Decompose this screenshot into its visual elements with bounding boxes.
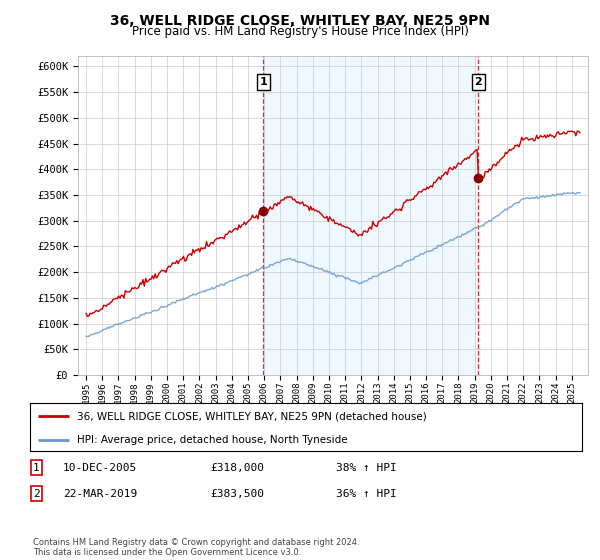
Text: Contains HM Land Registry data © Crown copyright and database right 2024.
This d: Contains HM Land Registry data © Crown c… (33, 538, 359, 557)
Text: 2: 2 (475, 77, 482, 87)
Bar (263, 56, 478, 375)
Text: 36% ↑ HPI: 36% ↑ HPI (336, 489, 397, 499)
Text: 36, WELL RIDGE CLOSE, WHITLEY BAY, NE25 9PN: 36, WELL RIDGE CLOSE, WHITLEY BAY, NE25 … (110, 14, 490, 28)
Text: 38% ↑ HPI: 38% ↑ HPI (336, 463, 397, 473)
Text: 10-DEC-2005: 10-DEC-2005 (63, 463, 137, 473)
Text: £383,500: £383,500 (210, 489, 264, 499)
Text: 1: 1 (260, 77, 267, 87)
Text: Price paid vs. HM Land Registry's House Price Index (HPI): Price paid vs. HM Land Registry's House … (131, 25, 469, 38)
Text: HPI: Average price, detached house, North Tyneside: HPI: Average price, detached house, Nort… (77, 435, 347, 445)
Text: £318,000: £318,000 (210, 463, 264, 473)
Text: 36, WELL RIDGE CLOSE, WHITLEY BAY, NE25 9PN (detached house): 36, WELL RIDGE CLOSE, WHITLEY BAY, NE25 … (77, 411, 427, 421)
Text: 1: 1 (33, 463, 40, 473)
Text: 2: 2 (33, 489, 40, 499)
Text: 22-MAR-2019: 22-MAR-2019 (63, 489, 137, 499)
